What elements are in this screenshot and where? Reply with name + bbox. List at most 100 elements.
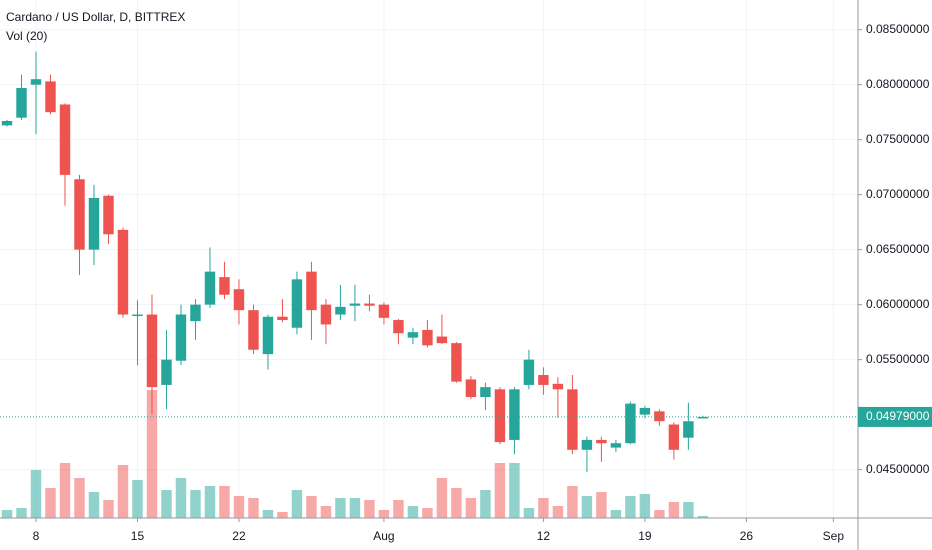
- volume-bar: [88, 492, 100, 518]
- x-tick-label: 15: [131, 529, 145, 543]
- volume-bar: [451, 488, 462, 518]
- volume-pane: [1, 390, 709, 518]
- volume-bar: [596, 492, 607, 518]
- volume-bar: [233, 496, 245, 518]
- volume-bar: [146, 390, 158, 518]
- y-tick-label: 0.05500000: [866, 352, 930, 366]
- x-tick-label: Aug: [373, 529, 394, 543]
- y-tick-label: 0.07500000: [866, 132, 930, 146]
- volume-bar: [30, 470, 42, 518]
- volume-bar: [480, 490, 491, 518]
- volume-bar: [552, 506, 564, 518]
- volume-bar: [422, 508, 433, 518]
- candle-body: [654, 411, 665, 422]
- volume-bar: [683, 502, 694, 518]
- candle-body: [320, 304, 332, 325]
- candle-body: [1, 120, 13, 126]
- y-tick-label: 0.06500000: [866, 242, 930, 256]
- candle-body: [277, 316, 288, 321]
- last-price-tag: [858, 406, 932, 427]
- volume-bar: [190, 490, 201, 518]
- volume-bar: [567, 486, 578, 518]
- candle-body: [132, 314, 143, 317]
- volume-bar: [277, 512, 288, 518]
- volume-bar: [117, 465, 129, 518]
- candle-body: [668, 424, 680, 450]
- candle-body: [639, 408, 651, 415]
- candle-body: [349, 303, 361, 306]
- x-tick-label: 19: [638, 529, 652, 543]
- x-tick-label: 8: [33, 529, 40, 543]
- candle-body: [465, 379, 477, 398]
- volume-bar: [465, 498, 477, 518]
- candle-body: [117, 229, 129, 315]
- x-tick-label: Sep: [823, 529, 845, 543]
- volume-bar: [625, 496, 636, 518]
- volume-bar: [697, 516, 709, 518]
- candle-body: [219, 277, 230, 295]
- candle-body: [16, 87, 27, 118]
- x-tick-label: 22: [232, 529, 246, 543]
- candle-body: [291, 279, 303, 328]
- volume-bar: [16, 508, 27, 518]
- candle-body: [567, 389, 578, 450]
- volume-bar: [436, 478, 448, 518]
- candle-body: [407, 332, 419, 338]
- candle-body: [74, 179, 85, 250]
- candle-body: [610, 443, 622, 448]
- x-tick-label: 12: [537, 529, 551, 543]
- volume-bar: [306, 496, 317, 518]
- y-tick-label: 0.04500000: [866, 462, 930, 476]
- candle-body: [581, 439, 593, 450]
- y-tick-label: 0.08000000: [866, 77, 930, 91]
- candle-body: [175, 314, 187, 361]
- candle-body: [538, 375, 549, 385]
- candle-body: [190, 304, 201, 322]
- volume-bar: [523, 508, 535, 518]
- volume-bar: [494, 463, 506, 518]
- volume-bar: [393, 500, 404, 518]
- candle-body: [88, 197, 100, 250]
- candle-body: [596, 439, 607, 444]
- candles: [1, 51, 709, 472]
- candle-body: [494, 389, 506, 443]
- volume-bar: [349, 498, 361, 518]
- candle-body: [480, 387, 491, 398]
- volume-bar: [581, 496, 593, 518]
- volume-bar: [610, 510, 622, 518]
- volume-bar: [262, 510, 274, 518]
- volume-bar: [161, 490, 172, 518]
- candle-body: [233, 289, 245, 311]
- candle-body: [422, 329, 433, 346]
- candle-body: [59, 104, 71, 175]
- candle-body: [146, 314, 158, 388]
- volume-bar: [654, 510, 665, 518]
- candle-body: [262, 316, 274, 355]
- candle-body: [364, 303, 375, 306]
- volume-bar: [248, 498, 259, 518]
- candle-body: [697, 416, 709, 419]
- candle-body: [161, 359, 172, 385]
- candle-body: [683, 421, 694, 438]
- candle-body: [451, 343, 462, 382]
- volume-bar: [74, 478, 85, 518]
- candle-body: [103, 195, 114, 235]
- volume-label: Vol (20): [6, 29, 47, 43]
- volume-bar: [538, 498, 549, 518]
- volume-bar: [175, 478, 187, 518]
- candle-body: [335, 306, 346, 315]
- y-tick-label: 0.06000000: [866, 297, 930, 311]
- candle-body: [248, 310, 259, 350]
- axes: 0.04500000 0.05500000 0.06000000 0.06500000…: [0, 22, 932, 543]
- volume-bar: [291, 490, 303, 518]
- volume-bar: [320, 506, 332, 518]
- candle-body: [306, 271, 317, 311]
- volume-bar: [1, 510, 13, 518]
- candle-body: [436, 336, 448, 344]
- volume-bar: [335, 498, 346, 518]
- chart-title: Cardano / US Dollar, D, BITTREX: [6, 10, 185, 24]
- volume-bar: [639, 494, 651, 518]
- volume-bar: [364, 500, 375, 518]
